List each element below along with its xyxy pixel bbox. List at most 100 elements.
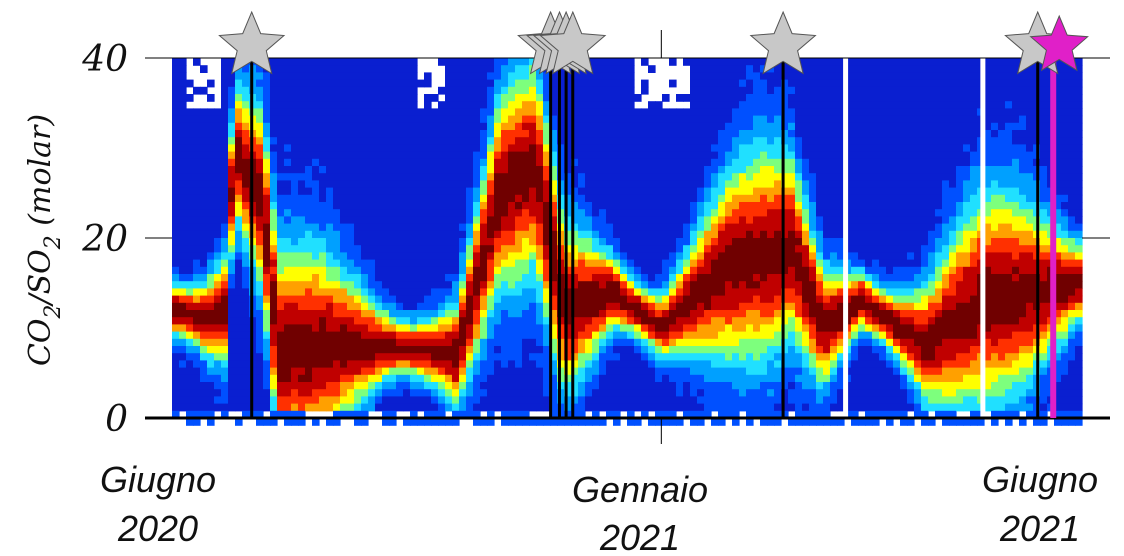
heat-cell (571, 396, 579, 405)
heat-cell (718, 223, 726, 232)
heat-cell (683, 223, 691, 232)
heat-cell (459, 158, 467, 167)
heat-cell (522, 252, 530, 261)
heat-cell (179, 288, 187, 297)
heat-cell (494, 94, 502, 102)
heat-cell (277, 353, 285, 361)
heat-cell (172, 281, 180, 289)
heat-cell (235, 209, 243, 217)
heat-cell (389, 94, 397, 102)
heat-cell (613, 209, 621, 217)
heat-cell (781, 266, 789, 275)
heat-cell (543, 194, 551, 203)
heat-cell (655, 389, 663, 397)
heat-cell (746, 238, 754, 246)
heat-cell (578, 410, 586, 419)
heat-cell (410, 58, 418, 66)
heat-cell (774, 216, 782, 225)
heat-cell (571, 194, 579, 203)
heat-cell (522, 274, 530, 282)
heat-cell (501, 324, 509, 333)
heat-cell (676, 259, 684, 268)
heat-cell (865, 58, 873, 66)
heat-cell (788, 194, 796, 203)
heat-cell (613, 151, 621, 160)
heat-cell (816, 295, 824, 304)
heat-cell (830, 331, 838, 340)
heat-cell (515, 58, 523, 66)
heat-cell (179, 360, 187, 369)
heat-cell (291, 274, 299, 282)
heat-cell (858, 259, 866, 268)
heat-cell (802, 122, 810, 131)
heat-cell (676, 245, 684, 253)
heat-cell (613, 180, 621, 189)
heat-cell (445, 230, 453, 239)
heat-cell (620, 173, 628, 181)
heat-cell (648, 223, 656, 232)
heat-cell (235, 389, 243, 397)
heat-cell (466, 367, 474, 376)
heat-cell (179, 245, 187, 253)
heat-cell (389, 238, 397, 246)
heat-cell (312, 266, 320, 275)
heat-cell (704, 58, 712, 66)
heat-cell (298, 317, 306, 325)
heat-cell (361, 144, 369, 153)
heat-cell (816, 259, 824, 268)
heat-cell (872, 72, 880, 81)
heat-cell (676, 302, 684, 311)
heat-cell (396, 94, 404, 102)
heat-cell (508, 317, 516, 325)
heat-cell (340, 144, 348, 153)
heat-cell (473, 418, 481, 426)
heat-cell (214, 137, 222, 145)
heat-cell (592, 418, 600, 426)
heat-cell (718, 122, 726, 131)
heat-cell (697, 389, 705, 397)
heat-cell (515, 94, 523, 102)
heat-cell (270, 223, 278, 232)
heat-cell (354, 230, 362, 239)
heat-cell (221, 122, 229, 131)
heat-cell (508, 101, 516, 109)
heat-cell (837, 353, 845, 361)
heat-cell (599, 79, 607, 88)
heat-cell (655, 317, 663, 325)
heat-cell (830, 65, 838, 73)
heat-cell (697, 194, 705, 203)
heat-cell (620, 166, 628, 174)
heat-cell (179, 353, 187, 361)
heat-cell (578, 302, 586, 311)
heat-cell (774, 79, 782, 88)
heat-cell (634, 187, 642, 196)
heat-cell (550, 410, 558, 419)
heat-cell (214, 187, 222, 196)
heat-cell (417, 130, 425, 138)
heat-cell (648, 173, 656, 181)
heat-cell (746, 310, 754, 318)
heat-cell (620, 180, 628, 189)
heat-cell (655, 410, 663, 419)
heat-cell (669, 418, 677, 426)
heat-cell (193, 295, 201, 304)
heat-cell (641, 295, 649, 304)
heat-cell (396, 389, 404, 397)
heat-cell (865, 403, 873, 412)
heat-cell (823, 360, 831, 369)
heat-cell (830, 108, 838, 117)
heat-cell (816, 151, 824, 160)
heat-cell (732, 166, 740, 174)
heat-cell (396, 65, 404, 73)
heat-cell (816, 396, 824, 405)
heat-cell (438, 389, 446, 397)
heat-cell (585, 252, 593, 261)
heat-cell (746, 274, 754, 282)
heat-cell (361, 158, 369, 167)
heat-cell (823, 180, 831, 189)
heat-cell (354, 194, 362, 203)
heat-cell (494, 238, 502, 246)
heat-cell (403, 317, 411, 325)
heat-cell (606, 86, 614, 95)
heat-cell (816, 180, 824, 189)
